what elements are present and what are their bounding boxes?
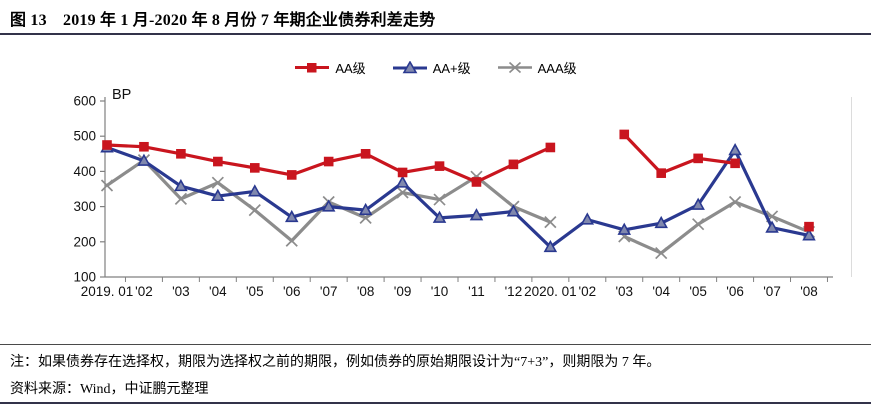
line-triangle-marker-icon <box>392 60 427 73</box>
svg-text:'05: '05 <box>246 284 264 299</box>
figure-title: 图 13 2019 年 1 月-2020 年 8 月份 7 年期企业债券利差走势 <box>10 12 436 29</box>
bottom-divider <box>0 402 871 404</box>
svg-text:400: 400 <box>73 164 96 179</box>
chart-legend: AA级 AA+级 AAA级 <box>0 58 871 76</box>
svg-text:'09: '09 <box>394 284 412 299</box>
svg-text:'06: '06 <box>726 284 744 299</box>
legend-item-aaa: AAA级 <box>497 58 577 77</box>
svg-text:'08: '08 <box>800 284 818 299</box>
svg-text:'04: '04 <box>652 284 670 299</box>
legend-item-aa-plus: AA+级 <box>392 58 471 77</box>
svg-text:'03: '03 <box>615 284 633 299</box>
svg-text:'02: '02 <box>135 284 153 299</box>
svg-text:'06: '06 <box>283 284 301 299</box>
legend-label-aa-plus: AA+级 <box>432 60 471 76</box>
svg-text:500: 500 <box>73 129 96 144</box>
svg-text:'07: '07 <box>320 284 338 299</box>
svg-text:200: 200 <box>73 234 96 249</box>
svg-text:'07: '07 <box>763 284 781 299</box>
svg-text:BP: BP <box>112 87 131 103</box>
svg-text:100: 100 <box>73 270 96 285</box>
legend-item-aa: AA级 <box>294 58 366 77</box>
svg-text:2019. 01: 2019. 01 <box>81 284 134 299</box>
svg-text:'05: '05 <box>689 284 707 299</box>
svg-text:'11: '11 <box>468 284 485 299</box>
chart-note: 注：如果债券存在选择权，期限为选择权之前的期限，例如债券的原始期限设计为“7+3… <box>10 355 661 370</box>
chart-source: 资料来源：Wind，中证鹏元整理 <box>10 382 209 397</box>
svg-text:600: 600 <box>73 94 96 109</box>
title-divider <box>0 33 871 35</box>
svg-text:300: 300 <box>73 199 96 214</box>
line-square-marker-icon <box>295 62 330 72</box>
line-x-marker-icon <box>497 61 532 73</box>
svg-text:'04: '04 <box>209 284 227 299</box>
note-divider <box>0 344 871 345</box>
svg-text:2020. 01: 2020. 01 <box>524 284 577 299</box>
svg-text:'02: '02 <box>579 284 597 299</box>
svg-text:'03: '03 <box>172 284 190 299</box>
svg-text:'10: '10 <box>431 284 449 299</box>
svg-text:'08: '08 <box>357 284 375 299</box>
svg-text:'12: '12 <box>505 284 523 299</box>
legend-label-aaa: AAA级 <box>537 60 577 76</box>
legend-label-aa: AA级 <box>335 60 366 76</box>
